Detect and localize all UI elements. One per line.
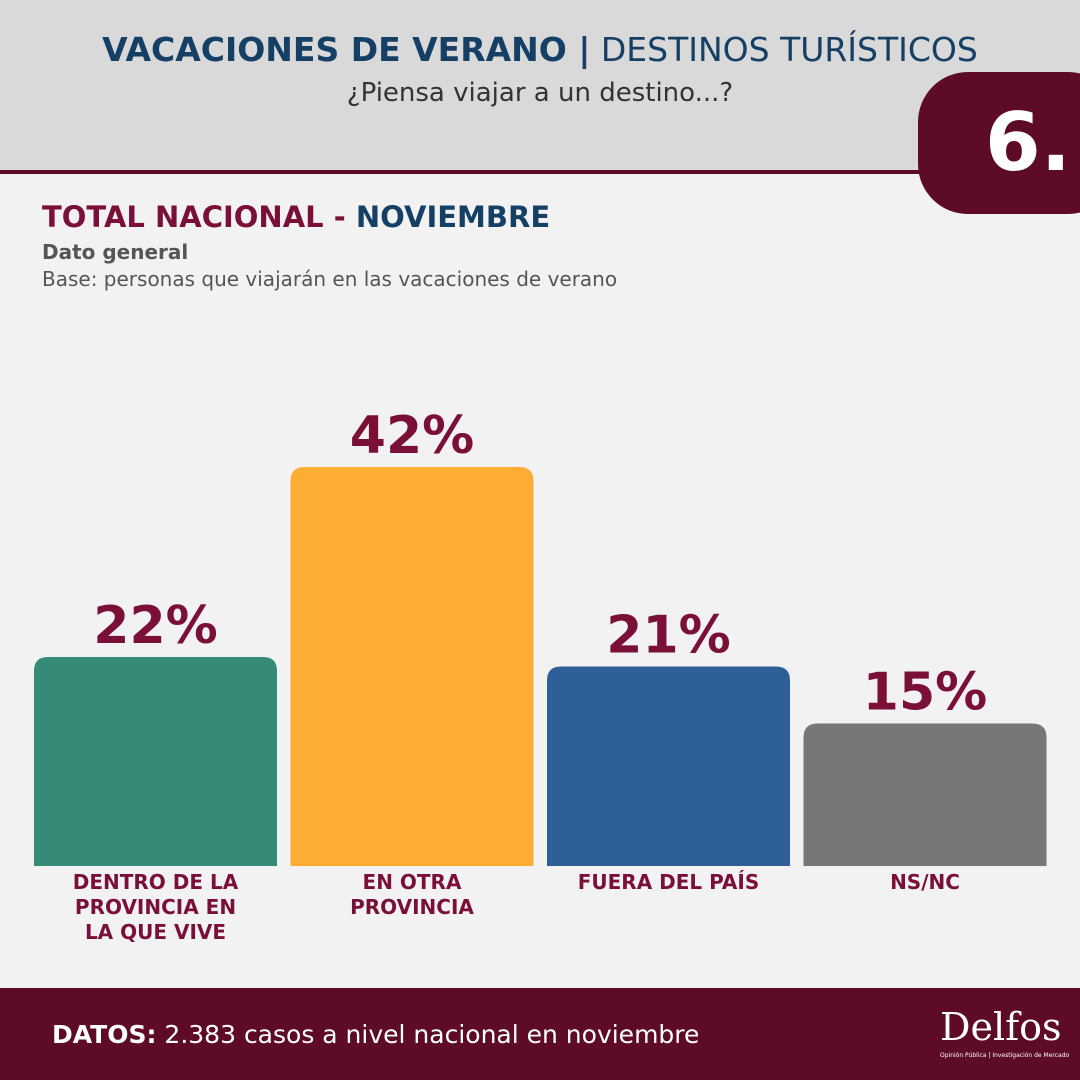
- title-bold: VACACIONES DE VERANO |: [102, 30, 591, 69]
- subtitle: Dato general: [42, 240, 189, 264]
- chart-title: TOTAL NACIONAL - NOVIEMBRE: [42, 200, 550, 234]
- logo: Delfos: [940, 1005, 1062, 1049]
- category-label: NS/NC: [890, 870, 960, 894]
- badge: [918, 72, 1080, 214]
- note: Base: personas que viajarán en las vacac…: [42, 267, 618, 291]
- footer: [0, 988, 1080, 1080]
- badge-number: 6.: [985, 96, 1072, 189]
- header: [0, 0, 1080, 174]
- category-label: EN OTRA PROVINCIA: [350, 870, 474, 919]
- chart-title-b: NOVIEMBRE: [355, 200, 551, 234]
- logo-tagline: Opinión Pública | Investigación de Merca…: [940, 1052, 1070, 1059]
- value-label: 22%: [93, 596, 217, 656]
- bar: [290, 467, 534, 866]
- title: VACACIONES DE VERANO | DESTINOS TURÍSTIC…: [0, 30, 1080, 69]
- category-label: FUERA DEL PAÍS: [577, 870, 760, 894]
- footer-label: DATOS:: [52, 1020, 157, 1049]
- footer-body: 2.383 casos a nivel nacional en noviembr…: [164, 1020, 700, 1049]
- bar: [803, 723, 1047, 866]
- footer-text: DATOS: 2.383 casos a nivel nacional en n…: [52, 1020, 699, 1049]
- value-label: 42%: [350, 406, 474, 466]
- category-label: DENTRO DE LA PROVINCIA EN LA QUE VIVE: [72, 870, 239, 944]
- question: ¿Piensa viajar a un destino...?: [346, 78, 734, 108]
- value-label: 15%: [863, 663, 987, 723]
- value-label: 21%: [606, 606, 730, 666]
- chart-title-a: TOTAL NACIONAL -: [42, 200, 346, 234]
- bar: [34, 657, 277, 866]
- title-light: DESTINOS TURÍSTICOS: [600, 30, 978, 69]
- bar: [547, 666, 790, 866]
